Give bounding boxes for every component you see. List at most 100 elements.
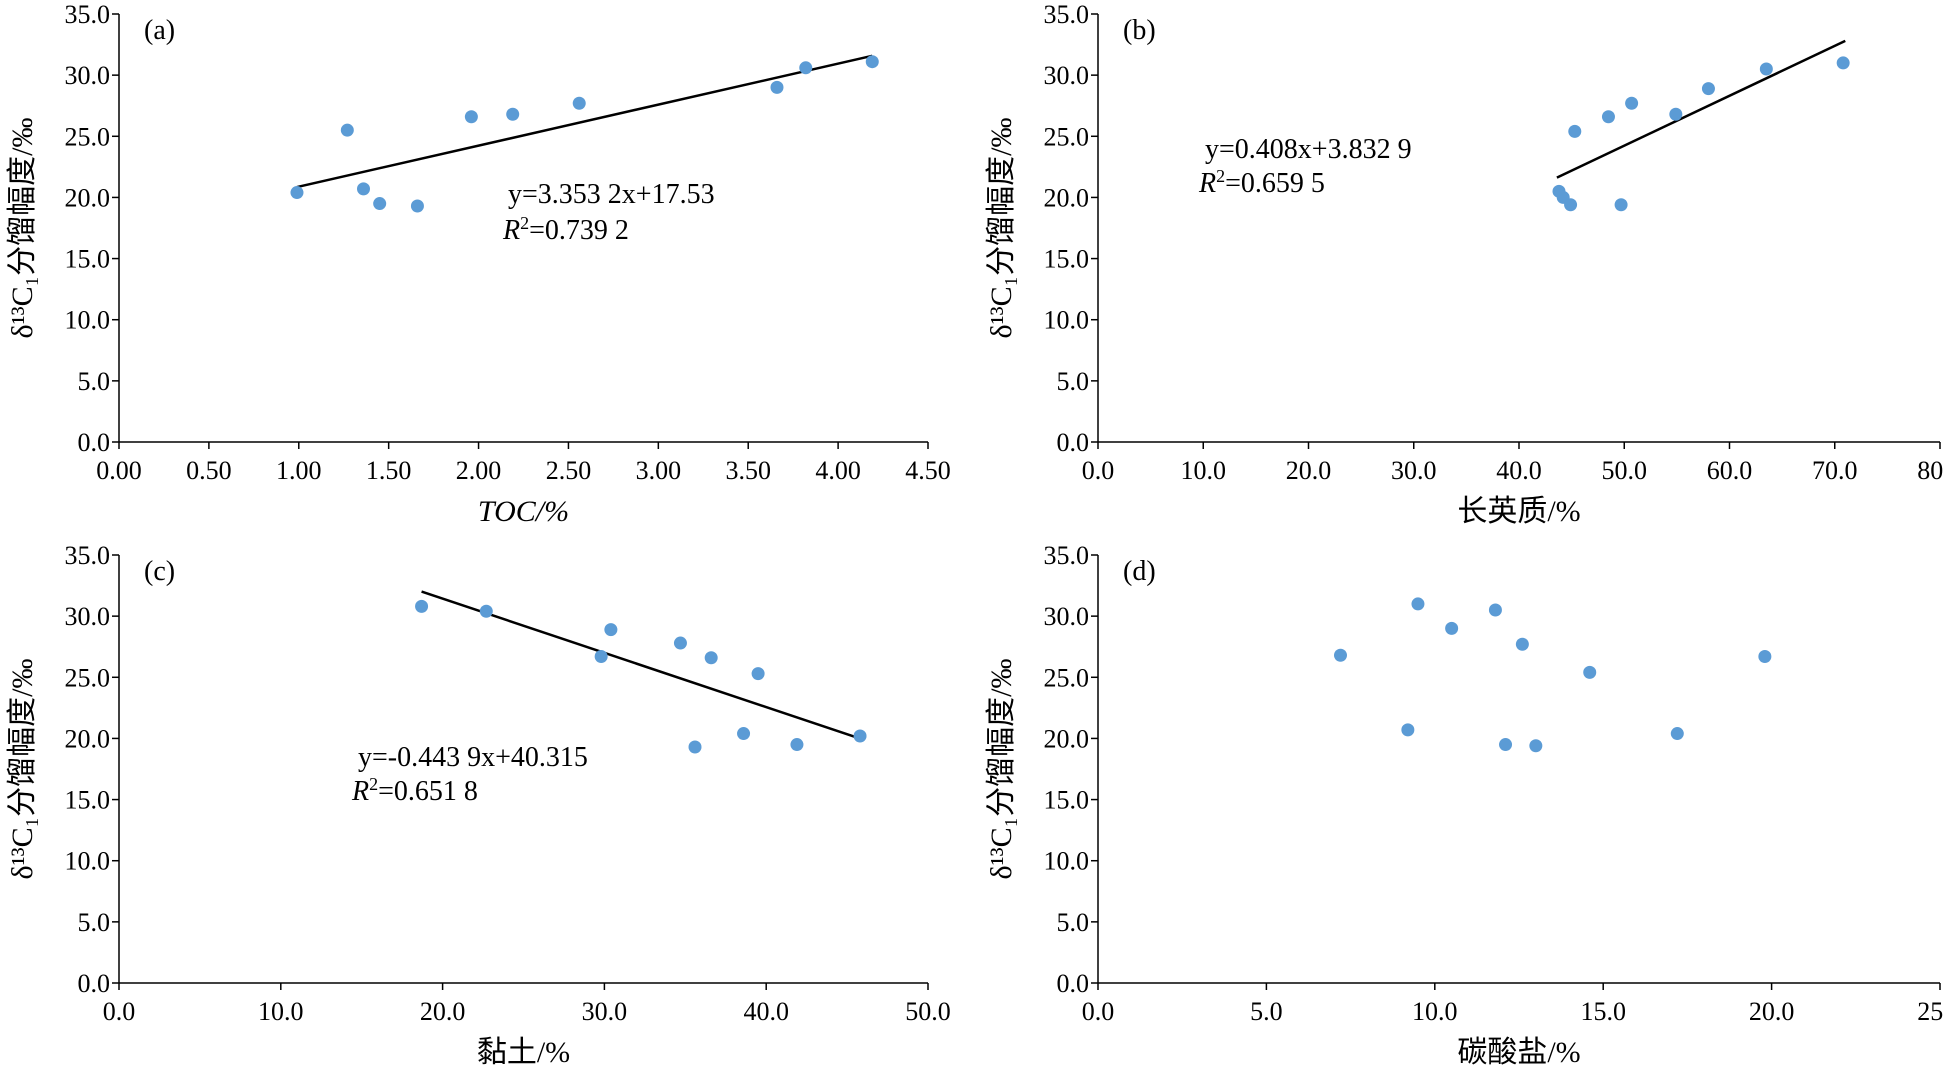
equation-line: y=0.408x+3.832 9: [1205, 134, 1412, 165]
y-tick-label: 0.0: [1057, 969, 1090, 998]
x-tick-label: 0.00: [96, 456, 142, 485]
y-tick-label: 5.0: [1057, 908, 1090, 937]
superscript-two: 2: [369, 774, 378, 794]
x-tick-label: 4.00: [815, 456, 861, 485]
y-tick-label: 5.0: [1057, 367, 1090, 396]
r-symbol: R: [1198, 168, 1216, 199]
data-point: [1568, 124, 1582, 138]
y-tick-label: 15.0: [1044, 245, 1090, 274]
r-squared-value: =0.651 8: [378, 776, 478, 807]
y-tick-label: 5.0: [78, 908, 111, 937]
data-point: [688, 740, 702, 754]
x-tick-label: 10.0: [1412, 997, 1458, 1026]
data-point: [770, 80, 784, 94]
panel-a: 0.00 0.50 1.00 1.50 2.00 2.50 3.00 3.50 4.00 4.50…: [6, 0, 951, 528]
data-point: [356, 182, 370, 196]
x-axis-label: 碳酸盐/%: [1457, 1036, 1580, 1069]
y-tick-label: 10.0: [1044, 306, 1090, 335]
panel-d: 0.0 5.0 10.0 15.0 20.0 25.0 0.0 5.0 10.0 15.0 20.0…: [985, 541, 1943, 1069]
x-tick-label: 0.0: [1082, 997, 1115, 1026]
data-point: [373, 197, 387, 211]
x-axis-label: 黏土/%: [477, 1036, 570, 1069]
trendline: [421, 590, 861, 740]
data-point: [290, 186, 304, 200]
x-tick-label: 40.0: [743, 997, 789, 1026]
y-tick-label: 35.0: [1044, 0, 1090, 29]
x-axis-label: TOC/%: [478, 495, 569, 528]
y-tick-label: 20.0: [65, 724, 111, 753]
data-point: [1411, 597, 1425, 611]
panel-label: (b): [1123, 15, 1156, 46]
trendline: [1556, 39, 1846, 179]
data-point: [865, 55, 879, 69]
x-tick-label: 50.0: [905, 997, 951, 1026]
y-axis-label: δ¹³C₁分馏幅度/‰: [985, 659, 1018, 880]
x-tick-label: 25.0: [1917, 997, 1943, 1026]
x-tick-label: 1.00: [276, 456, 322, 485]
x-tick-label: 50.0: [1602, 456, 1648, 485]
x-tick-label: 0.0: [1082, 456, 1115, 485]
data-point: [737, 727, 751, 741]
y-tick-label: 30.0: [65, 61, 111, 90]
x-tick-label: 10.0: [1181, 456, 1227, 485]
x-tick-label: 20.0: [420, 997, 466, 1026]
data-point: [1701, 82, 1715, 96]
y-tick-label: 25.0: [1044, 663, 1090, 692]
equation-line: y=3.353 2x+17.53: [508, 179, 715, 210]
data-point: [572, 96, 586, 110]
y-tick-label: 25.0: [1044, 122, 1090, 151]
r-squared-value: =0.739 2: [529, 215, 629, 246]
y-tick-label: 30.0: [1044, 61, 1090, 90]
data-point: [1499, 738, 1513, 752]
r-squared-value: =0.659 5: [1225, 168, 1325, 199]
panel-c: 0.0 10.0 20.0 30.0 40.0 50.0 0.0 5.0 10.0 15.0 20.…: [6, 541, 951, 1069]
data-point: [464, 110, 478, 124]
data-point: [604, 623, 618, 637]
panel-label: (a): [144, 15, 175, 46]
y-tick-label: 30.0: [65, 602, 111, 631]
x-tick-label: 5.0: [1250, 997, 1283, 1026]
y-tick-label: 35.0: [1044, 541, 1090, 570]
data-point: [1836, 56, 1850, 70]
x-tick-label: 1.50: [366, 456, 412, 485]
x-tick-label: 20.0: [1749, 997, 1795, 1026]
y-axis-label: δ¹³C₁分馏幅度/‰: [6, 118, 39, 339]
data-point: [704, 651, 718, 665]
data-point: [506, 107, 520, 121]
y-tick-label: 15.0: [65, 245, 111, 274]
panel-b: 0.0 10.0 20.0 30.0 40.0 50.0 60.0 70.0 80.0 0.0 5.…: [985, 0, 1943, 528]
data-point: [1583, 665, 1597, 679]
y-tick-label: 10.0: [1044, 847, 1090, 876]
y-axis-label: δ¹³C₁分馏幅度/‰: [985, 118, 1018, 339]
panel-label: (c): [144, 556, 175, 587]
x-tick-label: 20.0: [1286, 456, 1332, 485]
data-point: [340, 123, 354, 137]
x-tick-label: 15.0: [1580, 997, 1626, 1026]
data-point: [1488, 603, 1502, 617]
y-tick-label: 10.0: [65, 847, 111, 876]
data-point: [1614, 198, 1628, 212]
data-point: [1669, 107, 1683, 121]
y-axis-label: δ¹³C₁分馏幅度/‰: [6, 659, 39, 880]
data-point: [479, 604, 493, 618]
x-tick-label: 2.00: [456, 456, 502, 485]
data-point: [1625, 96, 1639, 110]
y-tick-label: 0.0: [1057, 428, 1090, 457]
superscript-two: 2: [1216, 166, 1225, 186]
y-tick-label: 25.0: [65, 663, 111, 692]
data-point: [853, 729, 867, 743]
data-point: [1670, 727, 1684, 741]
x-tick-label: 40.0: [1496, 456, 1542, 485]
y-tick-label: 20.0: [1044, 724, 1090, 753]
data-point: [1601, 110, 1615, 124]
y-tick-label: 10.0: [65, 306, 111, 335]
x-tick-label: 0.0: [103, 997, 136, 1026]
x-tick-label: 30.0: [582, 997, 628, 1026]
r-squared-line: R2=0.659 5: [1198, 166, 1325, 199]
panel-label: (d): [1123, 556, 1156, 587]
y-tick-label: 35.0: [65, 0, 111, 29]
data-point: [799, 61, 813, 75]
data-point: [1758, 649, 1772, 663]
x-tick-label: 3.00: [636, 456, 682, 485]
